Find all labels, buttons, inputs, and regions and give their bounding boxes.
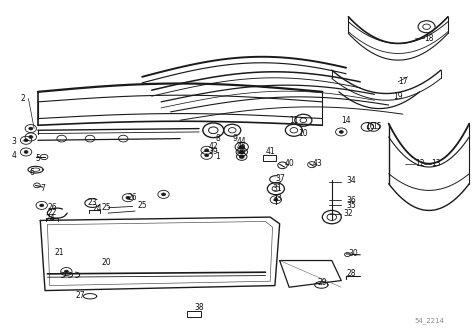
Text: 20: 20 — [102, 258, 111, 267]
Text: 24: 24 — [45, 214, 55, 223]
Text: 7: 7 — [40, 184, 45, 193]
Text: 46: 46 — [237, 148, 247, 156]
Text: 22: 22 — [47, 208, 57, 216]
Text: 30: 30 — [348, 249, 358, 258]
Text: 27: 27 — [76, 291, 85, 300]
Circle shape — [24, 139, 28, 142]
Text: 29: 29 — [318, 278, 327, 287]
Text: 28: 28 — [346, 270, 356, 278]
Text: 37: 37 — [275, 174, 285, 183]
Text: 40: 40 — [284, 159, 294, 168]
Bar — [187, 311, 201, 317]
Text: 21: 21 — [55, 248, 64, 257]
Text: 45: 45 — [237, 143, 247, 151]
Text: 23: 23 — [88, 198, 97, 206]
Text: 15: 15 — [372, 123, 382, 131]
Text: 4: 4 — [12, 151, 17, 160]
Text: 12: 12 — [415, 159, 424, 168]
Text: 36: 36 — [346, 196, 356, 205]
Text: 44: 44 — [237, 138, 247, 146]
Text: 5: 5 — [36, 154, 40, 163]
Text: 17: 17 — [398, 77, 408, 86]
Circle shape — [239, 145, 244, 149]
Text: 34: 34 — [346, 176, 356, 185]
Circle shape — [29, 136, 33, 138]
Text: 24: 24 — [92, 204, 102, 213]
Text: 43: 43 — [313, 159, 323, 168]
Text: 9: 9 — [232, 134, 237, 143]
Text: 26: 26 — [128, 193, 137, 201]
Text: 18: 18 — [424, 34, 434, 43]
Circle shape — [162, 193, 165, 196]
Text: 2: 2 — [20, 94, 25, 103]
Text: 11: 11 — [289, 116, 299, 125]
Circle shape — [24, 151, 28, 153]
Text: 32: 32 — [344, 209, 353, 218]
Text: 8: 8 — [216, 134, 220, 143]
Circle shape — [339, 131, 343, 133]
Text: 42: 42 — [209, 143, 218, 151]
Text: 41: 41 — [265, 148, 275, 156]
Text: 16: 16 — [365, 123, 374, 131]
Circle shape — [274, 198, 278, 201]
Text: 19: 19 — [393, 93, 403, 101]
Circle shape — [126, 196, 130, 199]
Text: 35: 35 — [346, 201, 356, 210]
Bar — [263, 155, 276, 161]
Circle shape — [29, 127, 33, 130]
Text: 14: 14 — [341, 116, 351, 125]
Text: 1: 1 — [216, 153, 220, 161]
Text: 3: 3 — [12, 138, 17, 146]
Circle shape — [205, 149, 209, 152]
Text: 25: 25 — [102, 203, 111, 211]
Text: 39: 39 — [209, 148, 219, 156]
Circle shape — [40, 204, 44, 207]
Circle shape — [205, 154, 209, 157]
Text: 54_2214: 54_2214 — [415, 317, 445, 324]
Text: 10: 10 — [299, 129, 308, 138]
Text: 38: 38 — [194, 303, 204, 312]
Text: 33: 33 — [273, 194, 283, 203]
Text: 31: 31 — [273, 184, 282, 193]
Text: 25: 25 — [137, 201, 147, 210]
Text: 6: 6 — [30, 168, 35, 176]
Text: 13: 13 — [431, 159, 441, 168]
Circle shape — [239, 155, 244, 158]
Circle shape — [239, 150, 244, 154]
Text: 26: 26 — [47, 203, 57, 211]
Circle shape — [64, 270, 68, 273]
